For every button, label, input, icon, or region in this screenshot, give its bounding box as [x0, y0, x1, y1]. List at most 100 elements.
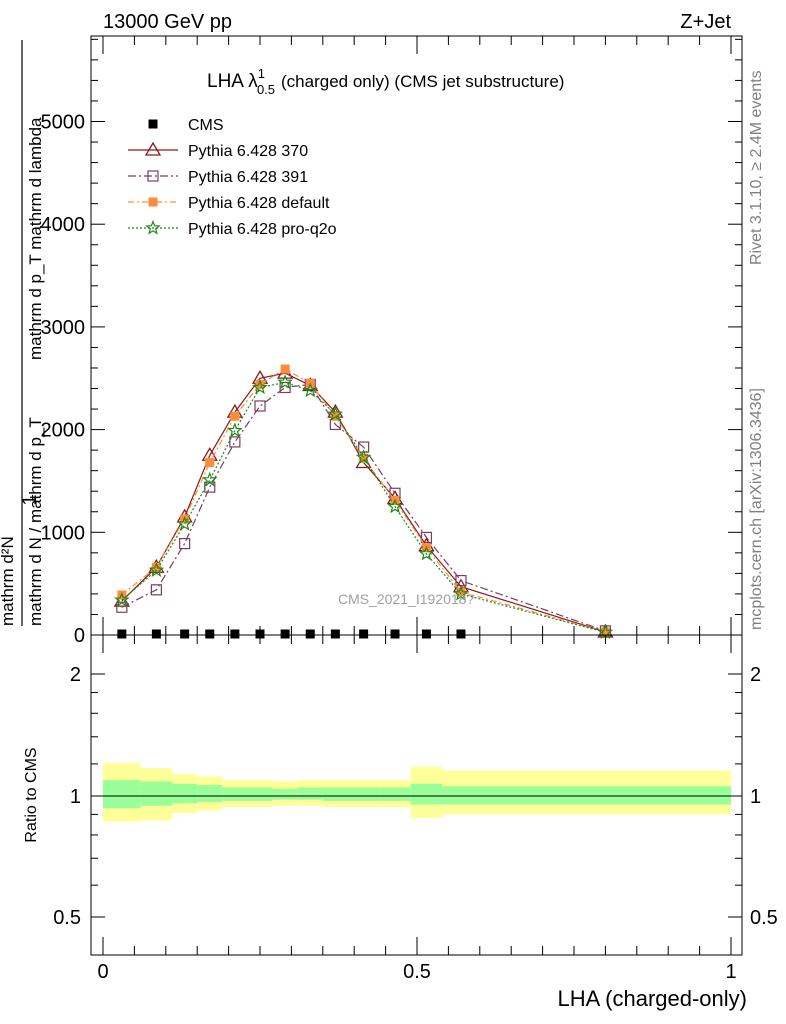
x-axis-label: LHA (charged-only) — [557, 986, 747, 1011]
title-main: LHA λ — [207, 71, 258, 92]
ratio-y-tick-label: 2 — [70, 664, 81, 686]
y-tick-label: 2000 — [41, 420, 86, 442]
x-tick-label: 0 — [97, 961, 108, 983]
data-point — [255, 629, 265, 639]
data-point — [305, 629, 315, 639]
legend-label: Pythia 6.428 default — [188, 195, 330, 212]
data-point — [230, 629, 240, 639]
data-point — [418, 545, 435, 561]
data-point — [117, 629, 127, 639]
mcplots-label: mcplots.cern.ch [arXiv:1306.3436] — [748, 388, 765, 630]
data-point — [421, 629, 431, 639]
ratio-inner-band — [197, 785, 223, 803]
y-label-one: 1 — [19, 494, 41, 505]
title-sup: 1 — [258, 66, 265, 81]
legend-entry: Pythia 6.428 370 — [128, 141, 308, 160]
main-x-axis — [102, 36, 732, 635]
y-label-denominator: mathrm d p_T mathrm d lambda — [26, 117, 45, 360]
data-point — [280, 629, 290, 639]
ratio-inner-band — [322, 787, 348, 801]
data-point — [205, 629, 215, 639]
ratio-inner-band — [140, 781, 173, 806]
data-point — [302, 382, 318, 398]
chart-title: LHA λ1 0.5 (charged only) (CMS jet substru… — [207, 66, 564, 97]
title-rest: (charged only) (CMS jet substructure) — [281, 72, 564, 91]
ratio-y-label: Ratio to CMS — [23, 747, 40, 842]
ratio-y-tick-label-right: 2 — [750, 664, 761, 686]
ratio-x-axis — [102, 635, 732, 955]
legend: CMS Pythia 6.428 370 Pythia 6.428 391 Pythi… — [128, 117, 337, 238]
data-point — [254, 400, 266, 412]
data-point — [148, 562, 165, 577]
y-tick-label: 5000 — [41, 112, 86, 134]
series-star — [114, 374, 614, 640]
data-point — [359, 453, 369, 463]
ratio-bands — [103, 763, 731, 822]
data-point — [420, 531, 433, 544]
header-left: 13000 GeV pp — [103, 11, 232, 33]
data-point — [148, 119, 158, 129]
ratio-inner-band — [222, 787, 248, 801]
data-point — [390, 629, 400, 639]
series-line — [121, 383, 606, 632]
data-point — [147, 170, 159, 182]
ratio-y-axis: 0.5 0.5 1 1 2 2 — [53, 664, 778, 929]
y-axis-label: 1 mathrm d²N mathrm d N / mathrm d p_T m… — [0, 40, 45, 626]
data-point — [229, 436, 241, 448]
x-tick-label: 1 — [725, 961, 736, 983]
ratio-inner-band — [442, 786, 731, 805]
legend-entry: Pythia 6.428 default — [128, 195, 330, 212]
ratio-y-tick-label: 1 — [70, 786, 81, 808]
legend-label: Pythia 6.428 pro-q2o — [188, 221, 337, 238]
data-point — [150, 584, 162, 596]
data-point — [359, 629, 369, 639]
series-line — [121, 368, 606, 633]
data-point — [277, 374, 293, 389]
ratio-inner-band — [103, 780, 141, 809]
ratio-inner-band — [347, 787, 380, 801]
data-point — [330, 411, 340, 421]
ratio-y-tick-label: 0.5 — [53, 907, 81, 929]
data-point — [355, 449, 372, 464]
cms-points — [117, 629, 466, 639]
y-tick-label: 0 — [74, 625, 85, 647]
data-point — [205, 457, 215, 467]
ratio-inner-band — [272, 788, 298, 800]
data-point — [227, 422, 243, 438]
x-tick-label: 0.5 — [403, 961, 431, 983]
data-point — [179, 537, 191, 550]
legend-entry: CMS — [148, 117, 224, 134]
data-point — [252, 379, 268, 395]
y-tick-label: 4000 — [41, 214, 86, 236]
ratio-inner-band — [297, 787, 323, 800]
legend-entry: Pythia 6.428 pro-q2o — [128, 219, 337, 238]
y-label-numerator: mathrm d²N — [0, 536, 17, 626]
data-point — [455, 574, 467, 587]
y-tick-label: 3000 — [41, 317, 86, 339]
ratio-inner-band — [379, 787, 411, 801]
legend-label: Pythia 6.428 391 — [188, 169, 308, 186]
rivet-label: Rivet 3.1.10, ≥ 2.4M events — [748, 70, 765, 265]
data-point — [151, 629, 161, 639]
legend-entry: Pythia 6.428 391 — [128, 169, 308, 186]
data-point — [176, 515, 193, 531]
series-line — [121, 381, 606, 633]
header-right: Z+Jet — [680, 11, 731, 33]
ratio-y-tick-label-right: 0.5 — [750, 907, 778, 929]
data-point — [327, 406, 344, 421]
x-tick-labels: 0 0.5 1 — [97, 961, 736, 983]
data-point — [330, 629, 340, 639]
data-point — [202, 471, 218, 487]
data-point — [280, 364, 290, 374]
data-point — [180, 629, 190, 639]
ratio-inner-band — [410, 783, 443, 805]
data-point — [387, 498, 403, 514]
data-point — [456, 629, 466, 639]
data-point — [114, 591, 130, 607]
ratio-inner-band — [172, 783, 198, 804]
legend-label: CMS — [188, 117, 224, 134]
main-y-axis: 0 1000 2000 3000 4000 5000 — [41, 38, 742, 647]
data-point — [453, 585, 469, 601]
